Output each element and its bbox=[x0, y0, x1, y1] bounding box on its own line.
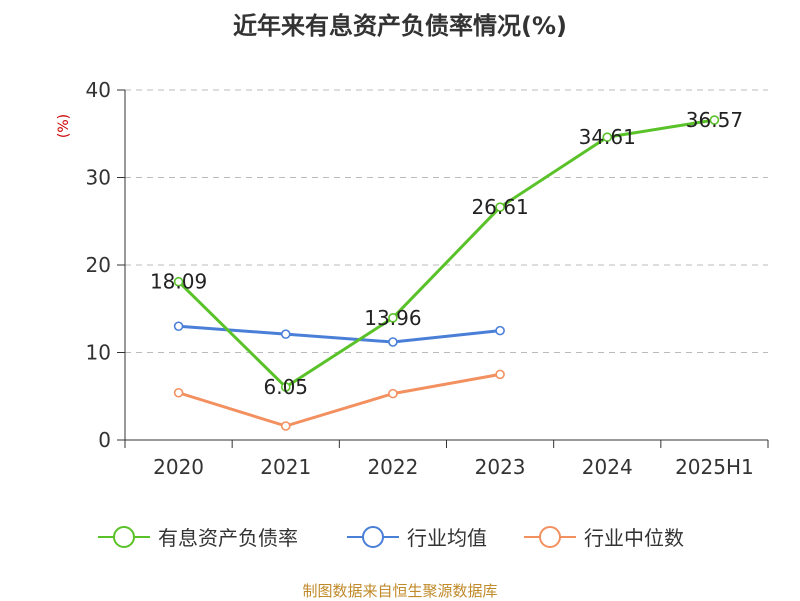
legend-item: 行业均值 bbox=[347, 526, 487, 550]
y-tick-label: 30 bbox=[86, 166, 111, 190]
y-tick-label: 20 bbox=[86, 253, 111, 277]
x-tick-label: 2023 bbox=[475, 455, 526, 479]
data-point bbox=[280, 421, 291, 431]
data-label: 34.61 bbox=[579, 125, 636, 149]
data-point bbox=[280, 329, 291, 339]
legend-item: 有息资产负债率 bbox=[98, 526, 298, 550]
data-point bbox=[709, 115, 720, 125]
y-axis-label: (%) bbox=[56, 114, 72, 138]
legend-label: 行业均值 bbox=[407, 526, 487, 550]
y-tick-label: 0 bbox=[98, 428, 111, 452]
axes: 0 10 20 30 40 (%) 2020 2021 2022 2023 2024 2025H1 bbox=[56, 78, 769, 479]
data-point bbox=[495, 325, 505, 336]
series-lines bbox=[173, 115, 720, 431]
data-point bbox=[173, 276, 184, 287]
data-label: 36.57 bbox=[686, 108, 743, 132]
legend-marker bbox=[362, 526, 384, 548]
data-label: 18.09 bbox=[150, 270, 207, 294]
data-point bbox=[495, 369, 505, 380]
x-tick-label: 2021 bbox=[260, 455, 311, 479]
data-point bbox=[173, 321, 184, 332]
data-label: 13.96 bbox=[364, 306, 421, 330]
y-tick-label: 40 bbox=[86, 78, 111, 102]
series-line bbox=[177, 118, 715, 389]
x-tick-label: 2020 bbox=[153, 455, 204, 479]
grid-lines bbox=[125, 89, 768, 353]
x-tick-label: 2025H1 bbox=[675, 455, 754, 479]
source-footer: 制图数据来自恒生聚源数据库 bbox=[302, 582, 498, 600]
chart-title: 近年来有息资产负债率情况(%) bbox=[233, 12, 567, 40]
data-point bbox=[495, 202, 505, 212]
legend: 有息资产负债率 行业均值 行业中位数 bbox=[98, 526, 684, 550]
legend-marker bbox=[113, 526, 135, 548]
data-point bbox=[173, 387, 184, 398]
series-line bbox=[178, 324, 501, 344]
series-line bbox=[178, 372, 501, 428]
data-point bbox=[280, 382, 291, 392]
y-tick-label: 10 bbox=[86, 341, 111, 365]
data-labels: 18.09 6.05 13.96 26.61 34.61 36.57 bbox=[150, 108, 743, 399]
data-point bbox=[602, 132, 613, 142]
data-point bbox=[388, 388, 398, 399]
data-point bbox=[388, 313, 398, 323]
x-tick-label: 2024 bbox=[582, 455, 633, 479]
legend-item: 行业中位数 bbox=[524, 526, 684, 550]
data-label: 26.61 bbox=[471, 195, 528, 219]
legend-marker bbox=[539, 526, 561, 548]
legend-label: 行业中位数 bbox=[584, 526, 684, 550]
legend-label: 有息资产负债率 bbox=[158, 526, 298, 550]
data-point bbox=[388, 337, 398, 347]
data-label: 6.05 bbox=[263, 375, 308, 399]
x-tick-label: 2022 bbox=[367, 455, 418, 479]
